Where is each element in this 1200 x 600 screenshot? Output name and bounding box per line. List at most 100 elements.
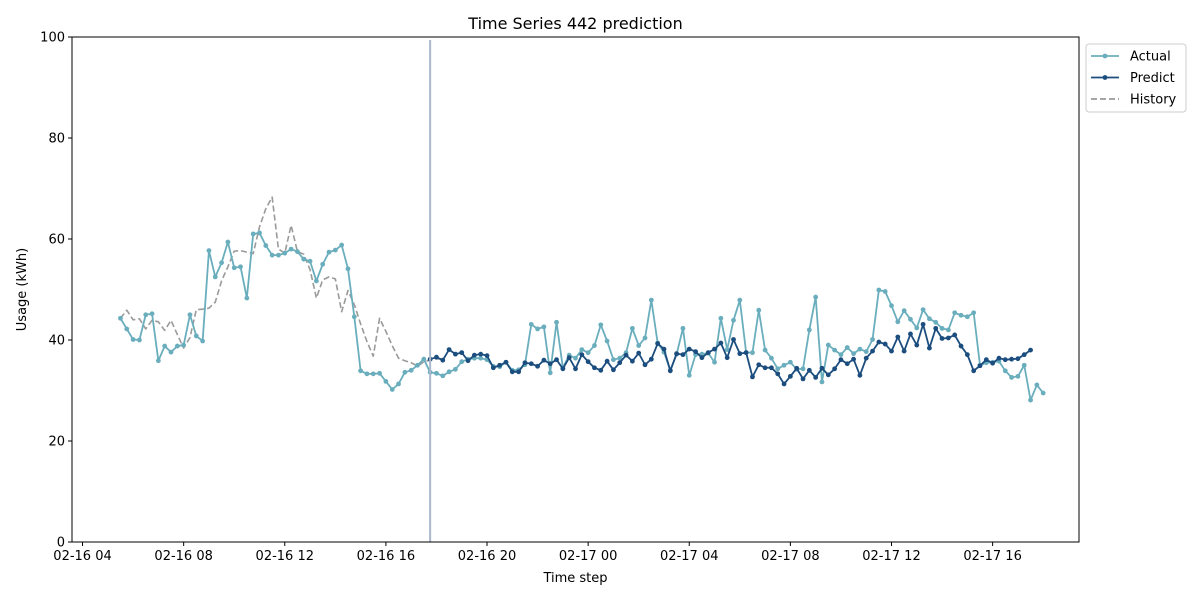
data-point-actual — [870, 337, 875, 342]
data-point-predict — [465, 358, 471, 364]
data-point-actual — [181, 342, 187, 348]
data-point-predict — [977, 363, 983, 369]
data-point-actual — [137, 337, 142, 343]
data-point-predict — [781, 381, 787, 387]
data-point-predict — [566, 355, 572, 361]
data-point-predict — [908, 331, 913, 337]
data-point-predict — [648, 356, 654, 362]
data-point-actual — [244, 295, 250, 301]
data-point-actual — [326, 249, 332, 255]
data-point-actual — [528, 321, 534, 327]
data-point-predict — [604, 358, 610, 364]
data-point-actual — [1009, 374, 1014, 380]
data-point-predict — [743, 350, 749, 356]
x-tick-label: 02-17 12 — [862, 549, 920, 564]
data-point-actual — [174, 343, 180, 349]
data-point-actual — [762, 347, 768, 353]
x-tick-label: 02-17 16 — [963, 549, 1021, 564]
data-point-actual — [288, 246, 294, 252]
data-point-predict — [718, 340, 724, 346]
data-point-predict — [528, 361, 534, 367]
data-point-actual — [971, 310, 977, 316]
data-point-actual — [617, 355, 623, 361]
data-point-actual — [478, 355, 484, 361]
data-point-actual — [130, 337, 136, 342]
data-point-actual — [806, 327, 812, 333]
data-point-actual — [952, 310, 958, 316]
data-point-predict — [712, 346, 717, 352]
data-point-actual — [364, 371, 370, 377]
data-point-predict — [794, 365, 800, 371]
data-point-predict — [750, 374, 755, 380]
data-point-predict — [895, 334, 901, 340]
data-point-predict — [813, 374, 819, 380]
data-point-actual — [933, 319, 939, 325]
data-point-predict — [939, 336, 945, 341]
y-tick-label: 40 — [48, 334, 65, 349]
data-point-predict — [863, 355, 869, 361]
data-point-actual — [731, 317, 736, 323]
data-point-predict — [693, 349, 698, 355]
y-tick-label: 0 — [57, 536, 65, 551]
data-point-predict — [775, 371, 781, 377]
data-point-predict — [1021, 352, 1027, 358]
data-point-actual — [642, 335, 648, 341]
data-point-predict — [490, 365, 496, 371]
data-point-actual — [832, 347, 838, 353]
data-point-actual — [257, 230, 262, 236]
data-point-actual — [914, 325, 920, 331]
data-point-actual — [686, 372, 692, 378]
data-point-actual — [389, 387, 395, 392]
data-point-actual — [781, 362, 787, 368]
x-axis: 02-16 04 02-16 08 02-16 12 02-16 16 02-16 20… — [53, 542, 1022, 564]
data-point-actual — [1021, 362, 1027, 368]
data-point-predict — [1002, 357, 1008, 363]
data-point-predict — [434, 354, 439, 360]
data-point-predict — [661, 346, 667, 352]
data-point-predict — [655, 341, 661, 346]
data-point-actual — [149, 311, 155, 317]
data-point-actual — [383, 379, 389, 384]
data-point-predict — [680, 352, 686, 358]
data-point-actual — [358, 368, 364, 374]
y-tick-label: 20 — [48, 435, 65, 450]
data-point-actual — [313, 278, 319, 284]
data-point-predict — [996, 355, 1002, 361]
data-point-predict — [920, 321, 926, 327]
data-point-actual — [421, 356, 427, 362]
data-point-actual — [408, 367, 414, 373]
data-point-predict — [882, 341, 888, 347]
data-point-predict — [541, 357, 547, 363]
data-point-actual — [592, 343, 597, 348]
data-point-actual — [629, 325, 635, 331]
series-history — [119, 196, 443, 368]
data-point-actual — [611, 357, 616, 363]
data-point-predict — [705, 350, 711, 356]
data-point-actual — [345, 266, 351, 272]
data-point-actual — [964, 314, 970, 320]
legend-box — [1085, 43, 1187, 113]
data-point-actual — [882, 289, 888, 294]
data-point-actual — [250, 231, 256, 237]
data-point-actual — [604, 338, 610, 344]
data-point-actual — [547, 370, 553, 376]
data-point-predict — [983, 357, 989, 363]
data-point-predict — [522, 360, 528, 366]
data-point-actual — [446, 369, 452, 375]
data-point-actual — [844, 345, 850, 350]
data-point-predict — [756, 362, 762, 368]
data-point-predict — [901, 348, 907, 354]
data-point-actual — [269, 252, 275, 258]
data-point-predict — [971, 368, 977, 374]
data-point-predict — [838, 357, 844, 363]
data-point-predict — [453, 351, 458, 357]
data-point-predict — [769, 365, 774, 371]
data-point-actual — [825, 342, 831, 348]
data-point-predict — [611, 367, 616, 373]
data-point-predict — [471, 352, 477, 358]
data-point-actual — [813, 294, 819, 300]
data-point-actual — [958, 312, 964, 318]
data-point-actual — [573, 355, 578, 361]
data-point-actual — [118, 315, 123, 321]
